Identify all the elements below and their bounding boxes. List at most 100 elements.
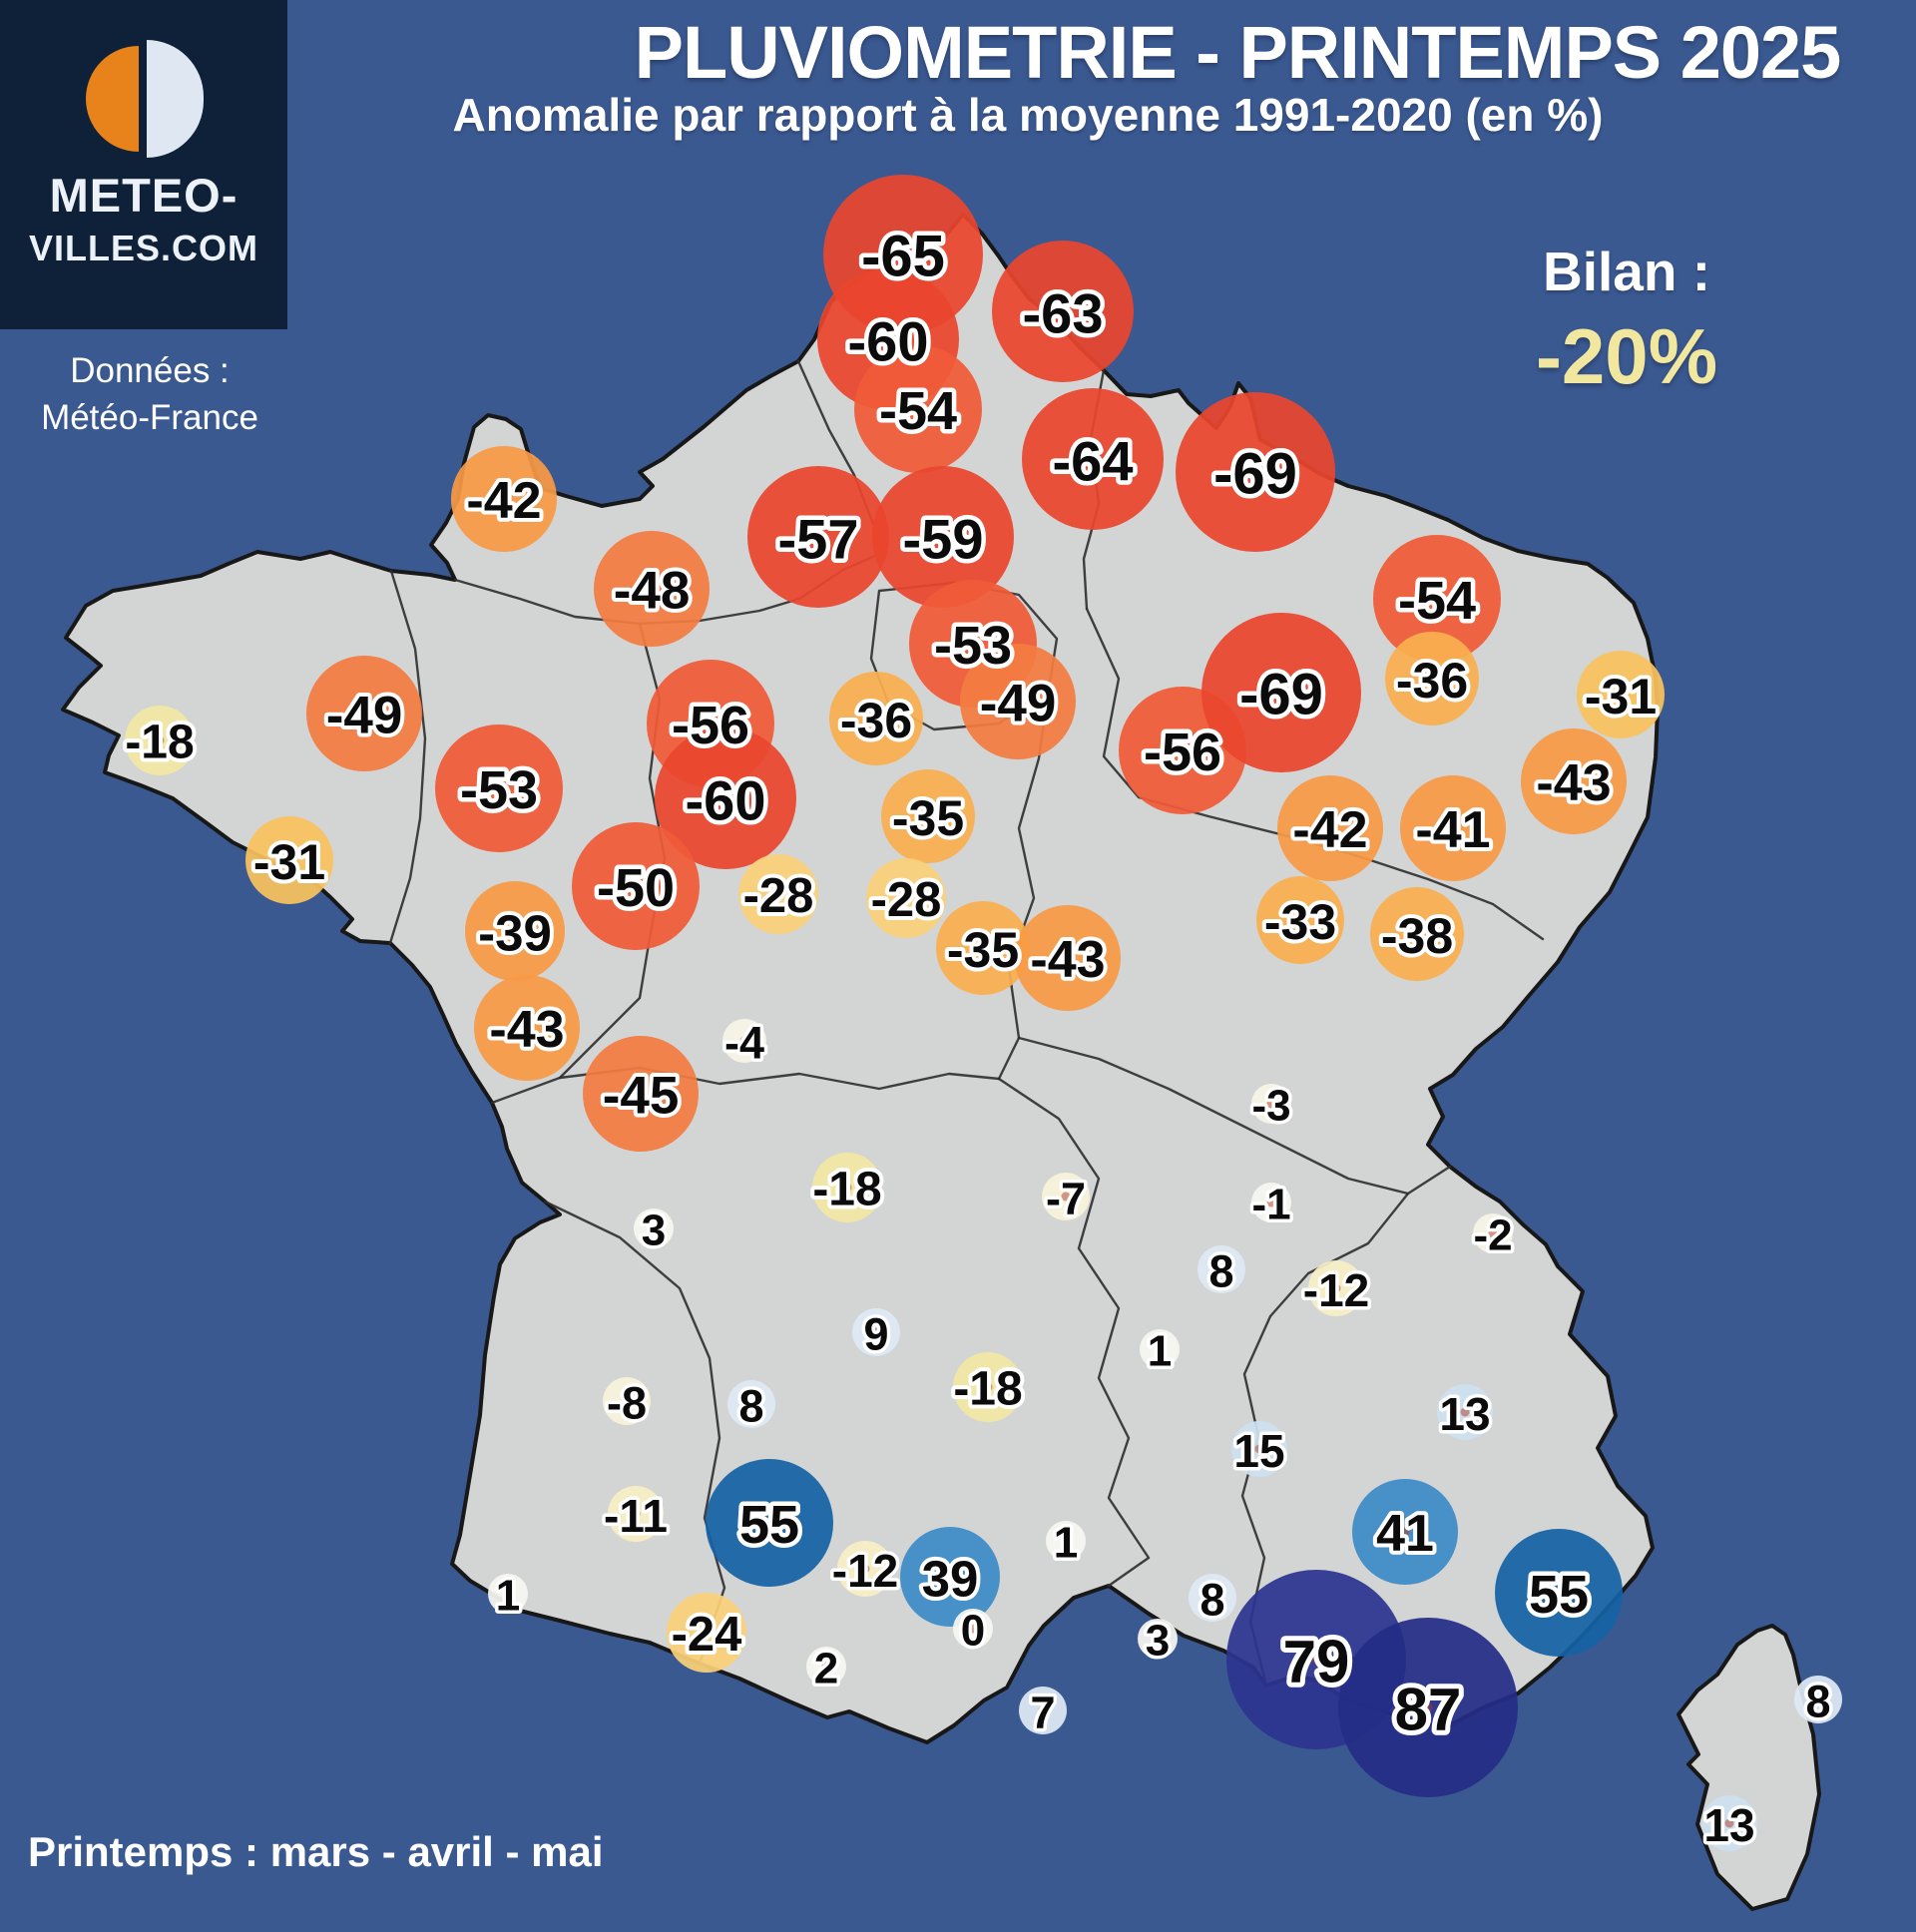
station-dot	[1423, 1702, 1433, 1712]
station-dot	[1061, 1192, 1071, 1202]
anomaly-value: -43	[489, 1001, 564, 1059]
station-dot	[1412, 929, 1422, 939]
station-dot	[649, 1223, 659, 1233]
meteo-villes-logo: METEO- VILLES.COM	[0, 0, 287, 329]
station-dot	[938, 532, 948, 542]
station-dot	[813, 532, 823, 542]
anomaly-value: -56	[672, 696, 749, 755]
anomaly-value: -53	[934, 616, 1012, 676]
anomaly-value: -18	[812, 1164, 881, 1216]
station-dot	[1266, 1099, 1276, 1109]
station-dot	[706, 719, 716, 728]
anomaly-value: 8	[1208, 1246, 1233, 1297]
anomaly-value: -60	[848, 310, 929, 373]
data-source-line1: Données :	[70, 351, 230, 390]
data-source-line2: Météo-France	[41, 398, 258, 438]
station-dot	[764, 1518, 774, 1528]
station-dot	[1813, 1694, 1823, 1704]
logo-text-line2: VILLES.COM	[28, 228, 258, 268]
anomaly-value: 55	[1529, 1565, 1589, 1625]
station-dot	[739, 1036, 749, 1046]
station-dot	[499, 494, 509, 504]
station-dot	[968, 639, 978, 649]
page-subtitle: Anomalie par rapport à la moyenne 1991-2…	[452, 89, 1604, 141]
anomaly-value: 7	[1030, 1688, 1055, 1738]
anomaly-value: -59	[903, 508, 984, 571]
station-dot	[1058, 306, 1068, 316]
station-dot	[720, 793, 730, 803]
bilan-value: -20%	[1535, 312, 1718, 400]
station-dot	[746, 1399, 756, 1409]
station-dot	[1153, 1634, 1163, 1644]
station-dot	[1250, 467, 1260, 477]
anomaly-value: -35	[892, 790, 964, 846]
station-dot	[860, 1564, 870, 1574]
anomaly-value: -43	[1536, 754, 1611, 812]
station-dot	[773, 889, 783, 899]
logo-white-half	[147, 40, 204, 158]
bilan-label: Bilan :	[1542, 241, 1711, 302]
station-dot	[978, 943, 988, 953]
anomaly-value: 2	[814, 1645, 838, 1693]
station-dot	[1013, 697, 1023, 707]
anomaly-value: -18	[125, 717, 194, 769]
station-dot	[842, 1183, 852, 1193]
anomaly-value: -39	[478, 905, 552, 962]
station-dot	[1276, 688, 1286, 698]
anomaly-value: -54	[1398, 571, 1476, 631]
anomaly-value: -12	[832, 1545, 898, 1597]
station-dot	[1207, 1593, 1217, 1603]
station-dot	[983, 1382, 993, 1392]
anomaly-value: 1	[1054, 1519, 1078, 1568]
station-dot	[622, 1396, 632, 1406]
anomaly-value: -50	[597, 858, 675, 918]
station-dot	[1400, 1527, 1410, 1537]
anomaly-value: 3	[1146, 1617, 1170, 1666]
anomaly-value: -69	[1239, 663, 1323, 727]
station-dot	[647, 584, 657, 594]
anomaly-value: -3	[1251, 1082, 1290, 1131]
anomaly-value: 87	[1395, 1677, 1462, 1743]
anomaly-value: -31	[253, 834, 325, 890]
station-dot	[1295, 915, 1305, 925]
station-dot	[821, 1662, 831, 1672]
anomaly-value: 39	[922, 1551, 979, 1608]
anomaly-value: -24	[672, 1608, 742, 1662]
anomaly-value: -65	[861, 225, 945, 289]
station-dot	[945, 1572, 955, 1582]
anomaly-value: -45	[603, 1067, 680, 1126]
station-dot	[1063, 953, 1073, 963]
station-dot	[1616, 690, 1626, 700]
anomaly-value: 1	[496, 1572, 520, 1621]
station-dot	[494, 783, 504, 793]
anomaly-value: 15	[1233, 1425, 1284, 1477]
page-title: PLUVIOMETRIE - PRINTEMPS 2025	[634, 11, 1842, 94]
station-dot	[898, 249, 908, 259]
anomaly-value: -54	[879, 381, 957, 441]
anomaly-value: -28	[743, 869, 814, 923]
anomaly-value: -33	[1264, 894, 1336, 950]
anomaly-value: -57	[778, 508, 859, 571]
anomaly-value: -49	[980, 675, 1057, 733]
anomaly-value: -48	[614, 562, 691, 621]
station-dot	[1061, 1536, 1071, 1546]
station-dot	[1432, 594, 1442, 604]
station-dot	[1488, 1228, 1498, 1238]
station-dot	[1254, 1444, 1264, 1454]
anomaly-value: 8	[738, 1381, 763, 1432]
anomaly-value: -49	[326, 687, 403, 745]
station-dot	[1554, 1588, 1564, 1598]
anomaly-value: -18	[953, 1363, 1022, 1416]
anomaly-value: -36	[1396, 653, 1468, 709]
station-dot	[1427, 674, 1437, 684]
station-dot	[1311, 1655, 1321, 1665]
anomaly-value: -53	[460, 760, 538, 820]
anomaly-bubbles-layer: -65-60-54-63-64 -69-57 -59-42-48-49-18-53-…	[121, 175, 1842, 1855]
station-dot	[913, 404, 923, 414]
anomaly-value: -64	[1053, 430, 1134, 493]
anomaly-value: 55	[739, 1495, 799, 1555]
anomaly-value: -60	[686, 769, 766, 832]
station-dot	[1216, 1264, 1226, 1274]
station-dot	[631, 881, 641, 891]
